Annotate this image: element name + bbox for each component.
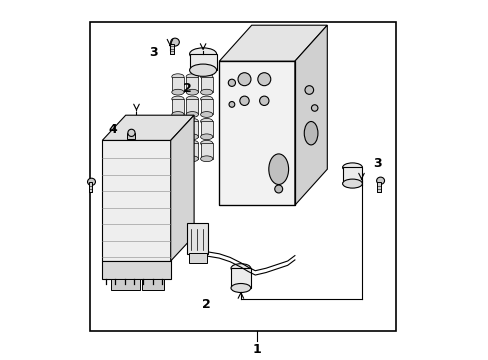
Polygon shape (170, 115, 194, 261)
Bar (200, 99, 212, 114)
Bar (170, 44, 174, 54)
Bar (230, 268, 250, 288)
Polygon shape (102, 261, 170, 279)
Bar (89, 22, 395, 331)
Ellipse shape (200, 96, 212, 102)
Ellipse shape (186, 118, 198, 124)
Ellipse shape (376, 177, 384, 184)
Bar (200, 77, 212, 92)
Circle shape (127, 129, 135, 136)
Polygon shape (102, 115, 194, 140)
Bar (188, 253, 206, 263)
Ellipse shape (268, 154, 288, 184)
Ellipse shape (304, 122, 317, 145)
Ellipse shape (171, 96, 183, 102)
Ellipse shape (200, 118, 212, 124)
Ellipse shape (230, 264, 250, 273)
Bar (127, 133, 135, 139)
Ellipse shape (230, 284, 250, 292)
Text: 3: 3 (373, 157, 381, 170)
Ellipse shape (200, 140, 212, 146)
Ellipse shape (171, 156, 183, 162)
Bar (171, 143, 183, 159)
Bar (200, 143, 212, 159)
Bar (111, 279, 140, 290)
Ellipse shape (171, 74, 183, 80)
Ellipse shape (171, 140, 183, 146)
Ellipse shape (189, 64, 216, 76)
Bar (186, 121, 198, 137)
Ellipse shape (342, 163, 362, 172)
Bar (171, 99, 183, 114)
Bar (171, 121, 183, 137)
Bar (186, 223, 208, 254)
Polygon shape (219, 25, 326, 61)
Bar (142, 279, 163, 290)
Circle shape (305, 86, 313, 94)
Bar (342, 167, 362, 184)
Ellipse shape (87, 178, 95, 185)
Text: 2: 2 (182, 82, 191, 95)
Bar (186, 143, 198, 159)
Ellipse shape (171, 89, 183, 95)
Ellipse shape (200, 74, 212, 80)
Ellipse shape (186, 112, 198, 117)
Ellipse shape (186, 96, 198, 102)
Bar (186, 99, 198, 114)
Ellipse shape (200, 134, 212, 140)
Ellipse shape (186, 89, 198, 95)
Circle shape (311, 105, 317, 111)
Text: 2: 2 (202, 298, 211, 311)
Ellipse shape (171, 118, 183, 124)
Circle shape (228, 102, 234, 107)
Polygon shape (219, 61, 294, 205)
Ellipse shape (186, 140, 198, 146)
Ellipse shape (200, 112, 212, 117)
Circle shape (259, 96, 268, 105)
Text: 1: 1 (252, 343, 261, 356)
Ellipse shape (170, 38, 179, 46)
Ellipse shape (171, 112, 183, 117)
Ellipse shape (189, 48, 216, 60)
Ellipse shape (342, 179, 362, 188)
Circle shape (239, 96, 249, 105)
Circle shape (238, 73, 250, 86)
Ellipse shape (171, 134, 183, 140)
Bar (186, 77, 198, 92)
Text: 3: 3 (149, 46, 158, 59)
Bar (189, 54, 216, 70)
Ellipse shape (200, 89, 212, 95)
Bar (88, 182, 92, 192)
Bar (376, 182, 380, 192)
Text: 4: 4 (108, 123, 117, 136)
Bar (171, 77, 183, 92)
Ellipse shape (186, 156, 198, 162)
Ellipse shape (186, 74, 198, 80)
Circle shape (228, 79, 235, 86)
Ellipse shape (186, 134, 198, 140)
Ellipse shape (274, 185, 282, 193)
Ellipse shape (200, 156, 212, 162)
Polygon shape (294, 25, 326, 205)
Circle shape (257, 73, 270, 86)
Polygon shape (102, 140, 170, 261)
Bar (200, 121, 212, 137)
